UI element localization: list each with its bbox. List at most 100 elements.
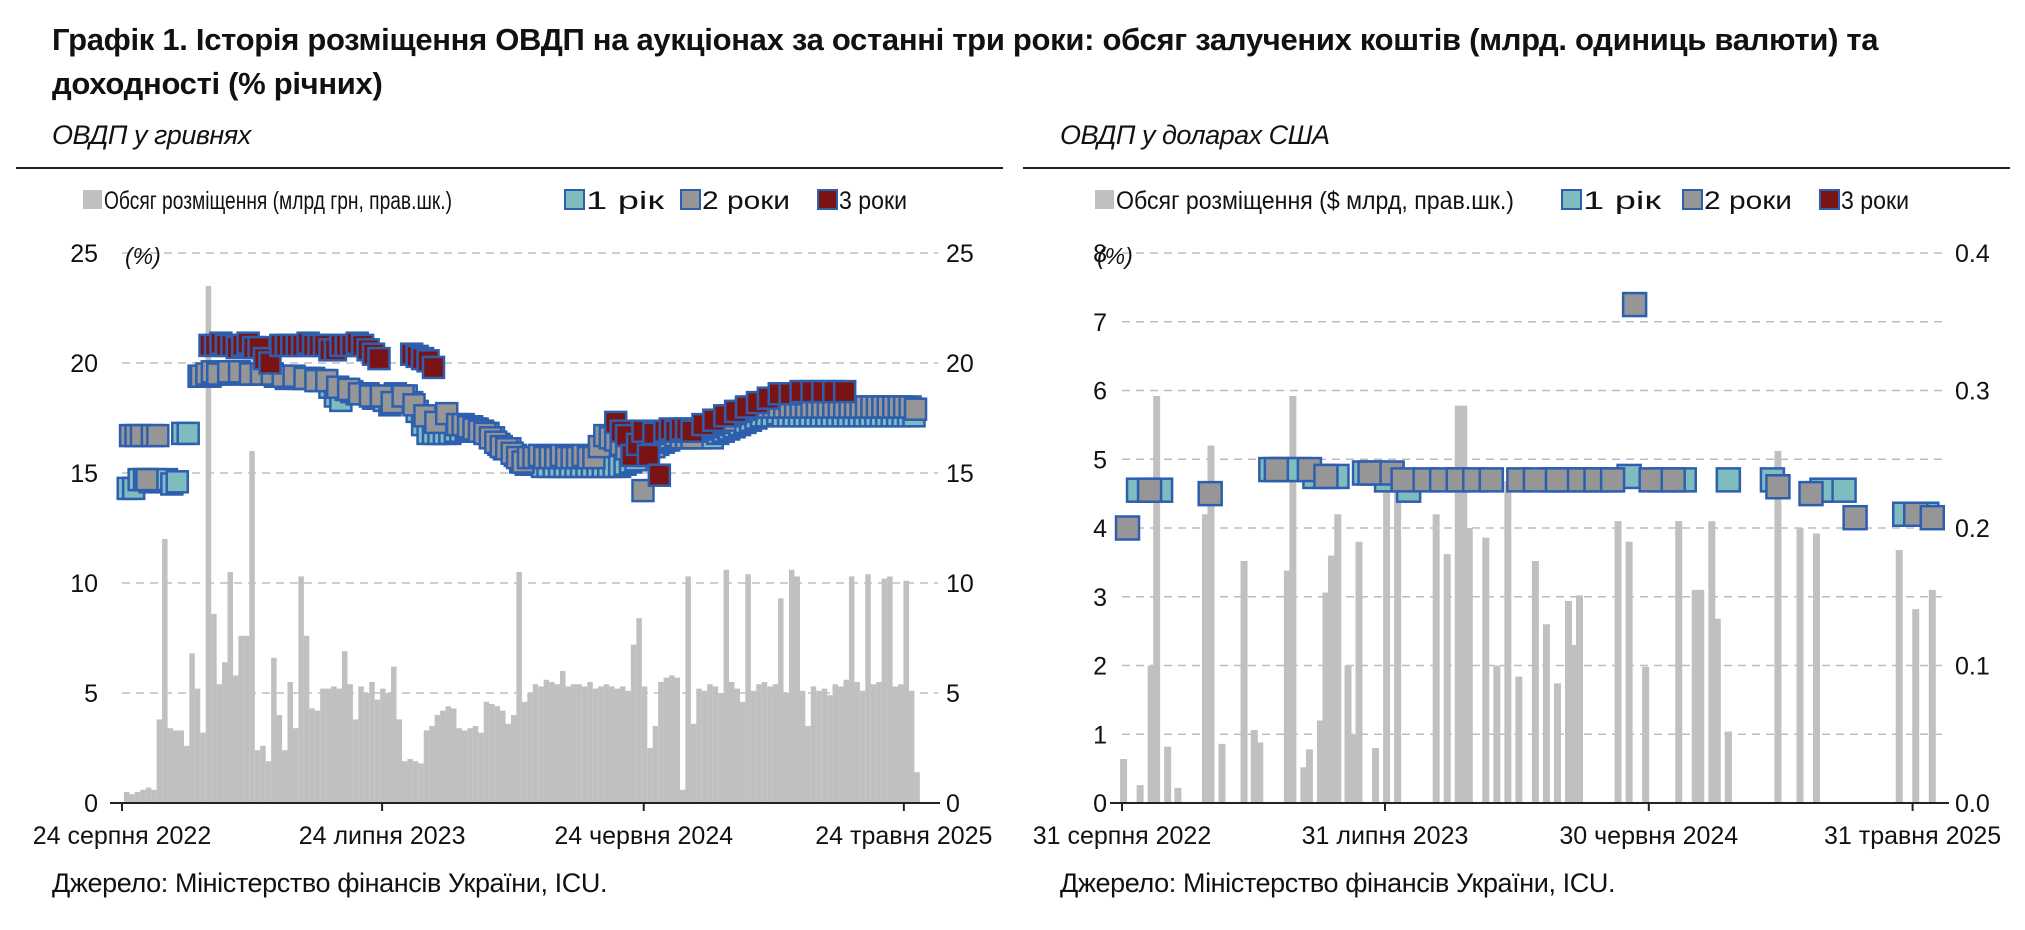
volume-bar	[685, 576, 691, 803]
volume-bar	[1515, 676, 1523, 803]
volume-bar	[745, 574, 751, 803]
volume-bar	[200, 732, 206, 803]
volume-bar	[172, 730, 179, 803]
volume-bar	[227, 572, 233, 803]
yield-marker-y2	[1197, 480, 1223, 507]
volume-bar	[696, 688, 702, 803]
volume-bar	[347, 684, 353, 803]
volume-bar	[380, 688, 386, 803]
volume-bar	[249, 451, 255, 803]
volume-bar	[1394, 473, 1402, 803]
volume-bar	[1372, 748, 1380, 803]
yield-marker-y2	[1390, 467, 1416, 493]
volume-bar	[1136, 785, 1144, 803]
right-tick-label: 0	[946, 790, 960, 818]
volume-bar	[178, 730, 184, 803]
legend-swatch-y3	[1819, 189, 1840, 210]
volume-bar	[369, 682, 375, 803]
volume-bar	[848, 576, 855, 803]
volume-bar	[881, 578, 888, 803]
volume-bar	[663, 677, 670, 803]
volume-bar	[897, 684, 904, 803]
volume-bar	[1642, 666, 1650, 803]
volume-bar	[690, 723, 697, 803]
volume-bar	[216, 684, 223, 803]
legend-label-bars: Обсяг розміщення ($ млрд, прав.шк.)	[1116, 187, 1514, 215]
yield-marker-y2	[1357, 460, 1383, 486]
volume-bar	[1164, 746, 1172, 803]
volume-bar	[1813, 533, 1821, 803]
volume-bar	[679, 789, 686, 803]
volume-bar	[1614, 521, 1622, 803]
volume-bar	[1283, 570, 1291, 803]
volume-bar	[183, 745, 190, 803]
volume-bar	[592, 688, 599, 803]
volume-bar	[434, 715, 441, 803]
right-tick-label: 10	[946, 570, 974, 598]
volume-bar	[810, 686, 817, 803]
volume-bar	[222, 662, 228, 803]
volume-bar	[445, 706, 452, 803]
yield-marker-y2	[1765, 474, 1791, 500]
volume-bar	[799, 690, 806, 803]
volume-bar	[1334, 514, 1342, 803]
yield-marker-y1	[1715, 467, 1742, 493]
volume-bar	[194, 688, 201, 803]
legend-swatch-y2	[680, 189, 701, 210]
volume-bar	[440, 710, 446, 803]
volume-bar	[734, 688, 740, 803]
yield-marker-y2	[1263, 456, 1290, 483]
volume-bar	[712, 686, 719, 803]
volume-bar	[1553, 683, 1561, 803]
volume-bar	[1322, 592, 1330, 803]
left-tick-label: 25	[70, 240, 98, 268]
volume-bar	[576, 684, 582, 803]
yield-marker-y1	[176, 421, 200, 446]
volume-bar	[908, 690, 915, 803]
volume-bar	[309, 708, 315, 803]
right-tick-label: 20	[946, 350, 974, 378]
panel-divider-usd	[1023, 167, 2010, 169]
yield-marker-y2	[1621, 291, 1648, 318]
volume-bar	[625, 690, 631, 803]
volume-bar	[271, 657, 277, 803]
legend-label-y3: 3 роки	[1841, 187, 1909, 215]
volume-bar	[358, 686, 364, 803]
right-tick-label: 25	[946, 240, 974, 268]
volume-bar	[456, 728, 462, 803]
yield-marker-y3	[647, 463, 672, 487]
volume-bar	[527, 693, 533, 803]
volume-bar	[707, 684, 713, 803]
volume-bar	[1625, 541, 1633, 803]
left-tick-label: 4	[1093, 515, 1107, 543]
left-tick-label: 0	[1093, 790, 1107, 818]
volume-bar	[1928, 589, 1936, 803]
volume-bar	[1465, 528, 1473, 803]
volume-bar	[478, 732, 484, 803]
yield-marker-y2	[146, 423, 170, 448]
volume-bar	[652, 726, 659, 803]
volume-bar	[532, 684, 539, 803]
yield-marker-y3	[421, 355, 446, 380]
volume-bar	[363, 693, 370, 803]
volume-bar	[1708, 521, 1716, 803]
volume-bar	[756, 684, 762, 803]
volume-bar	[565, 686, 571, 803]
yield-marker-y2	[1544, 467, 1571, 493]
volume-bar	[609, 686, 615, 803]
volume-bar	[554, 684, 561, 803]
volume-bar	[1691, 589, 1699, 803]
volume-bar	[1305, 749, 1313, 803]
left-tick-label: 10	[70, 570, 98, 598]
volume-bar	[211, 613, 217, 803]
x-tick-label: 31 травня 2025	[1824, 822, 2001, 850]
right-tick-label: 0.2	[1955, 515, 1990, 543]
volume-bar	[260, 745, 266, 803]
volume-bar	[325, 688, 332, 803]
volume-bar	[1174, 787, 1182, 803]
volume-bar	[1207, 445, 1215, 803]
volume-bar	[391, 666, 397, 803]
panel-title-uah: ОВДП у гривнях	[52, 120, 251, 150]
volume-bar	[827, 695, 833, 803]
